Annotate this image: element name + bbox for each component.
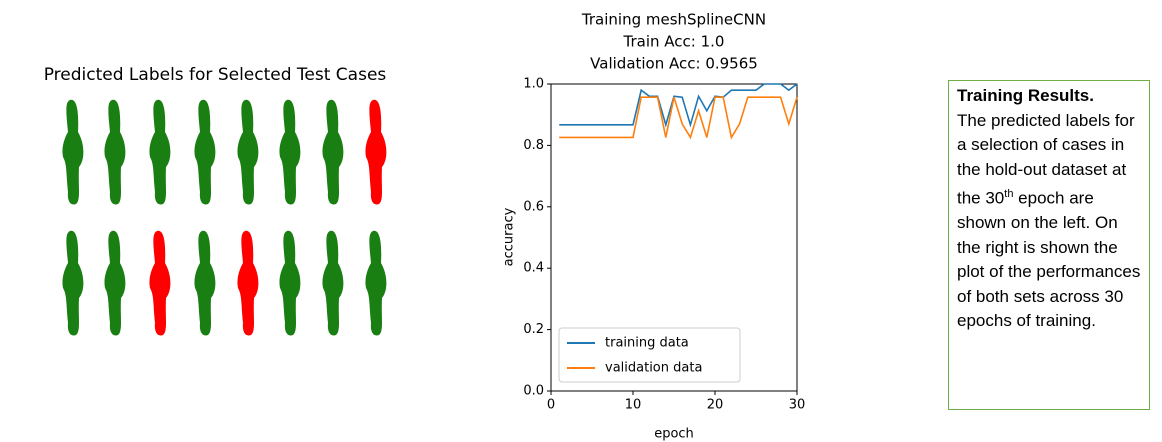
shape xyxy=(365,230,387,336)
shape xyxy=(104,230,126,336)
note-box: Training Results. The predicted labels fo… xyxy=(948,80,1150,410)
note-heading: Training Results. xyxy=(957,86,1094,105)
x-axis-label: epoch xyxy=(654,427,694,442)
note-text: The predicted labels for a selection of … xyxy=(957,110,1135,208)
shape xyxy=(322,230,344,336)
y-tick-label: 0.6 xyxy=(523,199,544,214)
shape xyxy=(279,99,301,205)
data-line xyxy=(559,83,798,128)
y-tick-label: 1.0 xyxy=(523,77,544,92)
shape xyxy=(237,99,259,205)
note-text: epoch are shown on the left. On the righ… xyxy=(957,188,1141,331)
legend-box xyxy=(558,327,741,383)
y-axis-label: accuracy xyxy=(502,207,517,266)
shape-row xyxy=(62,230,387,336)
x-tick-label: 10 xyxy=(625,398,642,413)
chart-title: Train Acc: 1.0 xyxy=(623,33,725,51)
shape-row xyxy=(62,99,387,205)
shape xyxy=(194,99,216,205)
data-line xyxy=(559,96,798,140)
shape xyxy=(149,230,171,336)
figure: Predicted Labels for Selected Test Cases… xyxy=(44,11,806,442)
legend-label: validation data xyxy=(605,361,702,376)
y-tick-label: 0.4 xyxy=(523,261,544,276)
left-title: Predicted Labels for Selected Test Cases xyxy=(44,65,387,85)
shape xyxy=(62,230,84,336)
shape xyxy=(149,99,171,205)
plot-frame xyxy=(550,83,798,392)
chart-title: Training meshSplineCNN xyxy=(581,11,766,29)
x-tick-label: 20 xyxy=(707,398,724,413)
y-tick-label: 0.2 xyxy=(523,322,544,337)
shape xyxy=(279,230,301,336)
shape xyxy=(237,230,259,336)
shape xyxy=(365,99,387,205)
y-tick-label: 0.0 xyxy=(523,384,544,399)
x-tick-label: 0 xyxy=(547,398,555,413)
legend-label: training data xyxy=(605,336,689,351)
note-superscript: th xyxy=(1004,188,1014,200)
y-tick-label: 0.8 xyxy=(523,138,544,153)
shape xyxy=(322,99,344,205)
x-tick-label: 30 xyxy=(789,398,806,413)
shape xyxy=(62,99,84,205)
shape xyxy=(104,99,126,205)
chart-title: Validation Acc: 0.9565 xyxy=(590,55,758,73)
shape xyxy=(194,230,216,336)
